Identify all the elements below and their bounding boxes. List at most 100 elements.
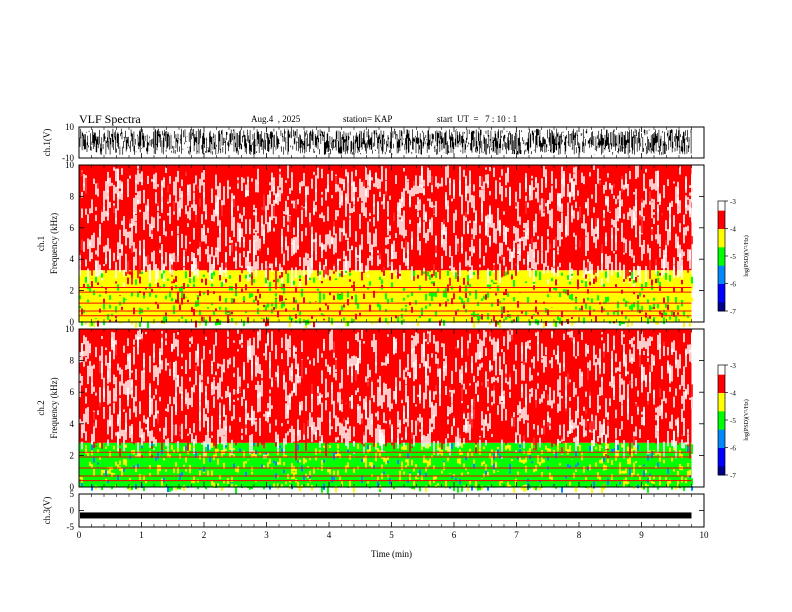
spectrum-speckle (189, 377, 191, 382)
spectrum-speckle (309, 321, 311, 325)
spectrum-speckle (191, 204, 193, 208)
spectrum-speckle (155, 192, 157, 204)
spectrum-speckle (593, 314, 595, 319)
spectrum-speckle (265, 336, 267, 341)
spectrum-speckle (125, 253, 127, 272)
spectrum-speckle (553, 320, 555, 327)
spectrum-speckle (433, 292, 435, 297)
spectrum-speckle (353, 441, 355, 446)
spectrum-speckle (415, 209, 417, 213)
spectrum-speckle (401, 308, 403, 311)
spectrum-speckle (483, 211, 485, 221)
spectrum-speckle (133, 432, 135, 441)
spectrum-speckle (303, 287, 305, 291)
spectrum-speckle (283, 283, 285, 289)
spectrum-speckle (339, 294, 341, 301)
spectrum-speckle (121, 458, 123, 464)
spectrum-speckle (485, 307, 487, 313)
spectrum-speckle (369, 369, 371, 378)
spectrum-speckle (259, 452, 261, 455)
spectrum-speckle (663, 309, 665, 316)
spectrum-speckle (323, 269, 325, 278)
spectrum-speckle (317, 348, 319, 363)
spectrum-speckle (281, 295, 283, 302)
spectrum-speckle (121, 220, 123, 226)
spectrum-speckle (561, 272, 563, 276)
spectrum-speckle (203, 169, 205, 180)
spectrum-speckle (329, 477, 331, 482)
spectrum-speckle (179, 408, 181, 427)
spectrum-speckle (105, 210, 107, 217)
spectrum-speckle (673, 312, 675, 317)
spectrum-speckle (115, 485, 117, 488)
spectrum-speckle (143, 359, 145, 369)
spectrum-speckle (465, 178, 467, 198)
spectrum-speckle (323, 197, 325, 200)
colorbar-cell (718, 215, 725, 218)
spectrum-speckle (561, 320, 563, 326)
spectrum-speckle (345, 283, 347, 290)
spectrum-speckle (279, 350, 281, 358)
spectrum-speckle (299, 187, 301, 191)
spectrum-speckle (169, 458, 171, 463)
spectrum-speckle (311, 417, 313, 431)
spectrum-speckle (411, 291, 413, 296)
spectrum-speckle (161, 478, 163, 485)
spectrum-speckle (325, 359, 327, 367)
spectrum-speckle (361, 202, 363, 213)
spectrum-speckle (231, 439, 233, 456)
spectrum-speckle (285, 481, 287, 485)
spectrum-speckle (163, 177, 165, 182)
spectrum-speckle (113, 421, 115, 436)
spectrum-speckle (457, 275, 459, 282)
spectrum-speckle (241, 228, 243, 238)
spectrum-speckle (327, 244, 329, 261)
spectrum-speckle (391, 304, 393, 310)
spectrum-speckle (165, 417, 167, 436)
spectrum-speckle (211, 360, 213, 366)
spectrum-speckle (381, 284, 383, 289)
spectrum-speckle (561, 251, 563, 268)
spectrum-speckle (373, 233, 375, 248)
spectrum-speckle (617, 199, 619, 214)
spectrum-speckle (535, 178, 537, 188)
spectrum-speckle (257, 182, 259, 193)
colorbar-cell (718, 232, 725, 235)
spectrum-speckle (687, 293, 689, 297)
spectrum-speckle (297, 444, 299, 451)
spectrum-speckle (325, 456, 327, 462)
spectrum-speckle (245, 400, 247, 409)
spectrum-speckle (83, 294, 85, 298)
spectrum-speckle (311, 382, 313, 395)
spectrum-speckle (223, 462, 225, 468)
spectrum-speckle (111, 361, 113, 381)
spectrum-speckle (103, 455, 105, 461)
spectrum-speckle (245, 310, 247, 313)
spectrum-speckle (293, 429, 295, 435)
spectrum-speckle (369, 345, 371, 348)
spectrum-speckle (257, 237, 259, 251)
spectrum-speckle (133, 207, 135, 226)
spectrum-speckle (183, 405, 185, 416)
spectrum-speckle (667, 274, 669, 281)
spectrum-speckle (231, 483, 233, 488)
spectrum-speckle (545, 250, 547, 267)
spectrum-speckle (281, 272, 283, 278)
spectrum-speckle (303, 207, 305, 214)
spectrum-speckle (241, 195, 243, 212)
spectrum-speckle (567, 202, 569, 214)
spectrum-speckle (317, 269, 319, 276)
spectrum-speckle (655, 239, 657, 245)
spectrum-speckle (577, 269, 579, 290)
spectrum-speckle (209, 329, 211, 339)
spectrum-speckle (581, 223, 583, 230)
spectrum-speckle (387, 201, 389, 217)
spectrum-speckle (687, 315, 689, 318)
spectrum-speckle (657, 321, 659, 325)
spectrum-speckle (527, 261, 529, 271)
spectrum-speckle (379, 387, 381, 406)
spectrum-speckle (465, 198, 467, 218)
spectrum-speckle (133, 242, 135, 252)
spectrum-speckle (585, 236, 587, 256)
spectrum-speckle (549, 284, 551, 288)
